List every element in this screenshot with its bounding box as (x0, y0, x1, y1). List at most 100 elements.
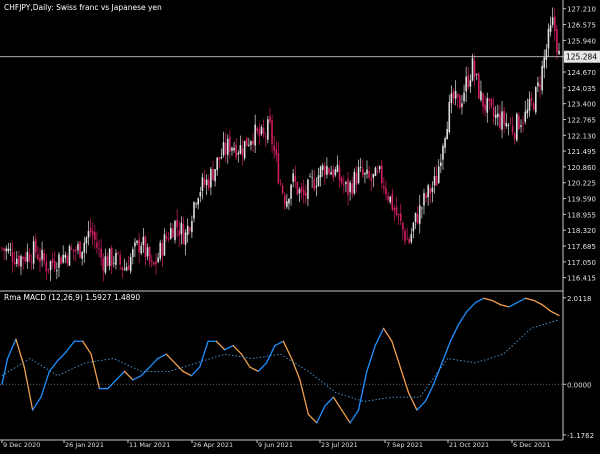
candle-body (136, 240, 138, 243)
candle-body (414, 212, 417, 223)
macd-line-segment (157, 353, 167, 360)
macd-line-segment (549, 310, 560, 317)
candle-body (89, 228, 92, 233)
candle-body (115, 252, 117, 265)
candle-body (62, 254, 64, 263)
candle-body (302, 189, 305, 196)
candle-body (410, 234, 413, 242)
candle-body (258, 129, 261, 137)
price-tick-label: 126.575 (567, 22, 596, 30)
candle-body (15, 258, 18, 264)
candle-body (224, 142, 227, 155)
macd-tick-label: -1.1762 (567, 432, 594, 440)
candle-body (324, 166, 326, 175)
candle-body (345, 181, 347, 184)
candle-body (402, 222, 404, 230)
candles (1, 7, 560, 282)
price-tick-label: 125.940 (567, 37, 596, 45)
candle-body (199, 192, 202, 197)
candle-body (317, 175, 320, 186)
candle-body (518, 115, 520, 130)
candle-body (448, 102, 451, 132)
candle-body (421, 207, 423, 209)
candle-body (64, 254, 67, 258)
candle-body (459, 95, 461, 109)
price-pane[interactable]: 127.210126.575125.940125.305124.670124.0… (0, 0, 600, 441)
macd-line-segment (190, 366, 201, 377)
candle-body (197, 198, 200, 205)
candle-body (294, 175, 297, 182)
candle-body (241, 148, 244, 156)
candle-body (243, 140, 246, 159)
price-tick-label: 121.495 (567, 148, 596, 156)
candle-body (393, 208, 396, 211)
candle-body (279, 183, 282, 185)
candle-body (146, 247, 149, 257)
candle-body (150, 260, 153, 262)
candle-body (43, 252, 45, 262)
candle-body (172, 228, 174, 238)
macd-line-segment (407, 392, 418, 411)
candle-body (336, 164, 339, 172)
macd-line-segment (483, 297, 493, 302)
candle-body (207, 179, 210, 189)
candle-body (96, 242, 98, 248)
candle-body (248, 144, 250, 146)
candle-body (220, 157, 223, 159)
macd-line-segment (123, 370, 134, 381)
macd-line-segment (182, 370, 193, 377)
candle-body (68, 246, 71, 266)
candle-body (450, 93, 453, 103)
candle-body (399, 213, 402, 222)
candle-body (391, 193, 394, 210)
candle-body (408, 239, 411, 243)
candle-body (167, 238, 170, 240)
candle-body (452, 91, 455, 99)
macd-line-segment (224, 344, 234, 351)
candle-body (269, 116, 271, 122)
macd-line-segment (399, 366, 410, 394)
candle-body (81, 251, 83, 259)
macd-line-segment (474, 297, 485, 304)
candle-body (532, 103, 535, 110)
candle-body (334, 169, 337, 176)
macd-line-segment (31, 396, 42, 411)
candle-body (486, 98, 489, 113)
candle-body (153, 262, 155, 265)
candle-body (134, 242, 136, 247)
candle-body (558, 50, 560, 55)
candle-body (286, 201, 288, 207)
candle-body (75, 249, 77, 252)
candle-body (309, 176, 311, 178)
candle-body (530, 97, 533, 101)
candle-body (252, 140, 254, 145)
candle-body (140, 245, 143, 254)
candle-body (231, 147, 233, 151)
macd-line-segment (1, 357, 9, 385)
candle-body (26, 251, 29, 262)
candle-body (321, 165, 324, 170)
candle-body (245, 137, 248, 147)
macd-line-segment (433, 362, 443, 385)
candle-body (374, 167, 377, 176)
candle-body (376, 170, 379, 172)
macd-line-segment (516, 297, 527, 304)
candle-body (222, 142, 225, 156)
candle-body (307, 179, 309, 199)
macd-pane[interactable]: 2.0118 0.0000 -1.1762 Rma MACD (12,26,9) 1… (0, 293, 594, 440)
macd-line-segment (441, 340, 452, 364)
candle-body (507, 124, 510, 127)
price-tick-label: 122.130 (567, 132, 596, 140)
macd-line-segment (282, 340, 293, 360)
macd-line-segment (341, 409, 351, 424)
candle-body (463, 92, 465, 102)
candle-body (465, 76, 467, 92)
candle-body (186, 226, 189, 235)
candle-body (298, 189, 301, 194)
candle-body (547, 28, 550, 49)
candle-body (364, 173, 366, 175)
candle-body (98, 248, 100, 250)
candle-body (39, 257, 41, 262)
candle-body (545, 49, 548, 60)
